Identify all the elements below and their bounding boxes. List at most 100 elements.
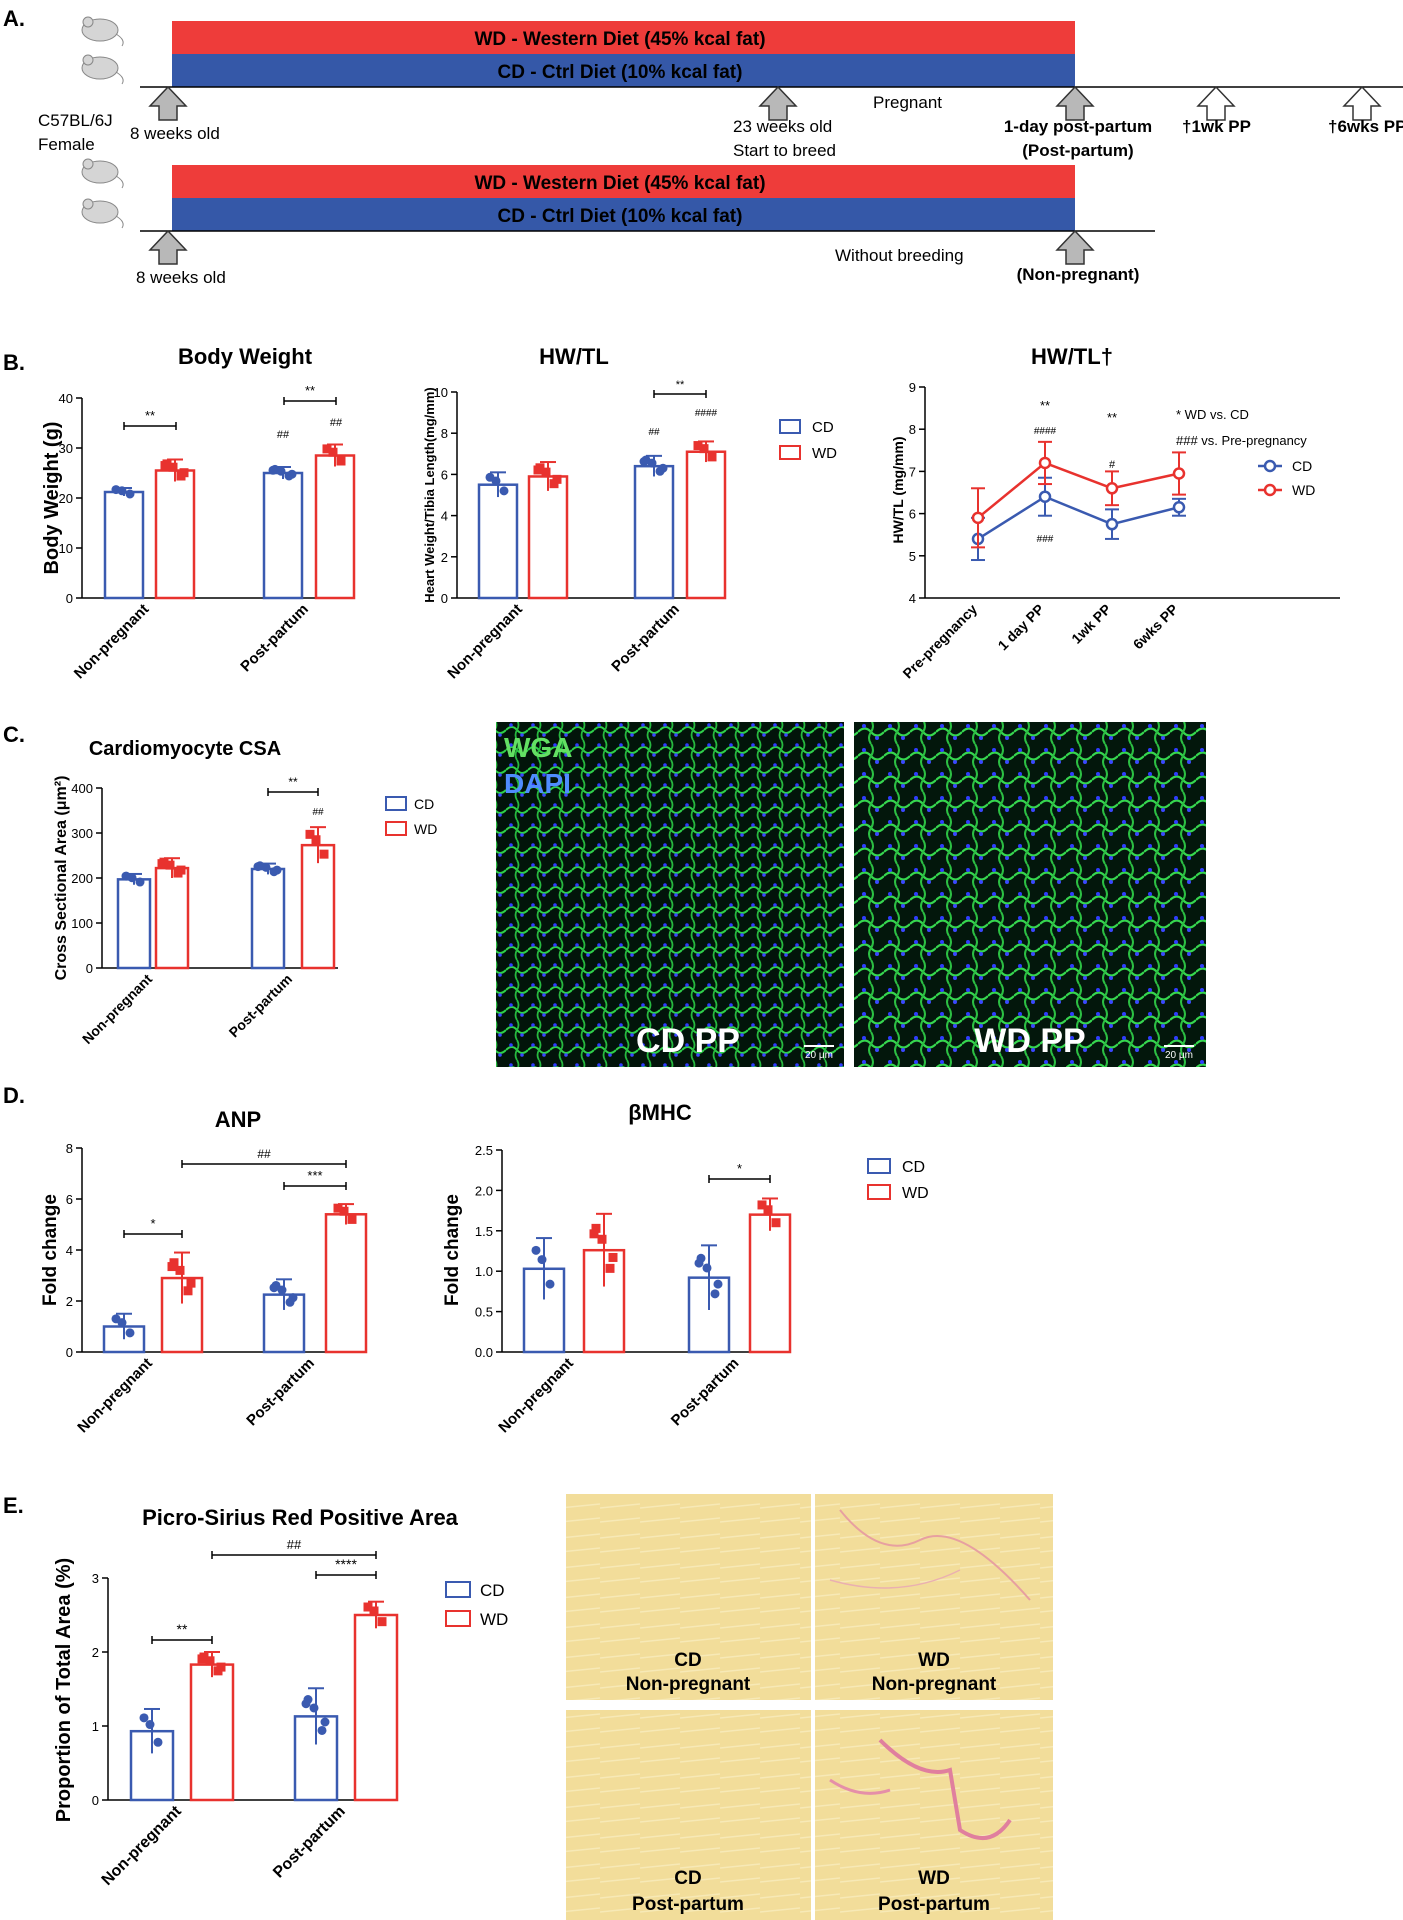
data-point	[197, 1654, 207, 1664]
significance-label: **	[1107, 410, 1117, 425]
wga-label: WGA	[504, 732, 572, 763]
psr-label-group: WD	[918, 1868, 950, 1889]
legend-wd-label: WD	[902, 1185, 929, 1202]
data-point	[277, 1285, 287, 1295]
y-tick-label: 8	[909, 422, 916, 437]
data-point	[176, 865, 186, 875]
data-point	[317, 1725, 327, 1735]
bar	[262, 471, 304, 600]
data-point	[763, 1205, 773, 1215]
arrow-up-icon	[1055, 85, 1095, 121]
y-tick-label: 6	[909, 507, 916, 522]
x-tick-label: 6wks PP	[1130, 601, 1181, 652]
y-tick-label: 200	[71, 871, 93, 886]
data-point	[694, 1258, 704, 1268]
x-tick-label: Post-partum	[270, 1803, 349, 1882]
bar	[154, 866, 190, 970]
data-point	[322, 444, 332, 454]
y-tick-label: 10	[434, 385, 448, 400]
wd-band-label: WD - Western Diet (45% kcal fat)	[474, 173, 765, 194]
y-axis-label: Fold change	[442, 1194, 463, 1306]
chart-title: ANP	[215, 1107, 261, 1132]
data-point	[1172, 467, 1186, 480]
bar	[685, 450, 727, 600]
key-note: ### vs. Pre-pregnancy	[1176, 433, 1307, 448]
data-point	[168, 462, 178, 472]
significance-label: ####	[1034, 426, 1057, 437]
data-point	[336, 456, 346, 466]
y-tick-label: 20	[59, 491, 73, 506]
data-point	[117, 486, 127, 496]
y-tick-label: 8	[441, 426, 448, 441]
psr-micrograph-wd-np: WD Non-pregnant	[815, 1494, 1053, 1700]
psr-micrograph-wd-pp: WD Post-partum	[815, 1710, 1053, 1920]
psr-label-state: Post-partum	[878, 1894, 990, 1915]
data-point	[165, 860, 175, 870]
strain-label: C57BL/6J	[38, 111, 113, 130]
data-point	[269, 1283, 279, 1293]
cd-band	[172, 54, 1075, 87]
y-tick-label: 5	[909, 549, 916, 564]
data-point	[1038, 490, 1052, 503]
legend-wd-marker	[1263, 483, 1277, 497]
cd-band-label: CD - Ctrl Diet (10% kcal fat)	[498, 62, 743, 83]
data-point	[333, 1203, 343, 1213]
y-tick-label: 0	[86, 961, 93, 976]
wk1-label: †1wk PP	[1182, 117, 1251, 136]
data-point	[157, 859, 167, 869]
wga-micrograph-wd: WD PP 20 μm	[854, 722, 1206, 1067]
y-axis-label: Body Weight (g)	[41, 422, 63, 575]
pregnant-label: Pregnant	[873, 93, 942, 112]
data-point	[268, 465, 278, 475]
cd-band-label: CD - Ctrl Diet (10% kcal fat)	[498, 206, 743, 227]
arrow-up-icon	[148, 85, 188, 121]
y-tick-label: 9	[909, 380, 916, 395]
data-point	[771, 1218, 781, 1228]
panel-letter: C.	[3, 722, 25, 747]
start-age-label: 8 weeks old	[136, 268, 226, 287]
data-point	[363, 1602, 373, 1612]
data-point	[533, 465, 543, 475]
psr-label-state: Non-pregnant	[626, 1674, 751, 1695]
data-point	[377, 1617, 387, 1627]
psr-label-group: WD	[918, 1650, 950, 1671]
data-point	[153, 1737, 163, 1747]
bar	[353, 1613, 399, 1802]
y-tick-label: 30	[59, 441, 73, 456]
x-tick-label: Non-pregnant	[74, 1355, 156, 1437]
legend-wd-swatch	[445, 1610, 471, 1627]
bar	[477, 483, 519, 600]
data-point	[1172, 501, 1186, 514]
data-point	[127, 873, 137, 883]
data-point	[693, 441, 703, 451]
data-point	[1038, 456, 1052, 470]
data-point	[311, 835, 321, 845]
strain-label: Female	[38, 135, 95, 154]
legend-cd-label: CD	[414, 796, 434, 812]
data-point	[253, 862, 263, 872]
data-point	[305, 829, 315, 839]
chart-title: βMHC	[628, 1100, 692, 1125]
y-tick-label: 1	[92, 1719, 99, 1734]
legend: CD WD	[445, 1581, 508, 1629]
data-point	[205, 1656, 215, 1666]
data-point	[713, 1279, 723, 1289]
legend-cd-label: CD	[812, 419, 834, 436]
data-point	[702, 1263, 712, 1273]
data-point	[145, 1720, 155, 1730]
cd-band	[172, 198, 1075, 231]
data-point	[272, 865, 282, 875]
legend: CD WD	[867, 1158, 929, 1202]
data-point	[179, 468, 189, 478]
y-tick-label: 40	[59, 391, 73, 406]
legend-cd-label: CD	[480, 1581, 505, 1600]
data-point	[757, 1200, 767, 1210]
significance-label: ****	[335, 1556, 357, 1572]
significance-label: *	[150, 1216, 155, 1231]
breed-start-label: Start to breed	[733, 141, 836, 160]
bar	[116, 878, 152, 970]
data-point	[261, 862, 271, 872]
legend-wd-label: WD	[480, 1610, 508, 1629]
y-tick-label: 6	[441, 467, 448, 482]
